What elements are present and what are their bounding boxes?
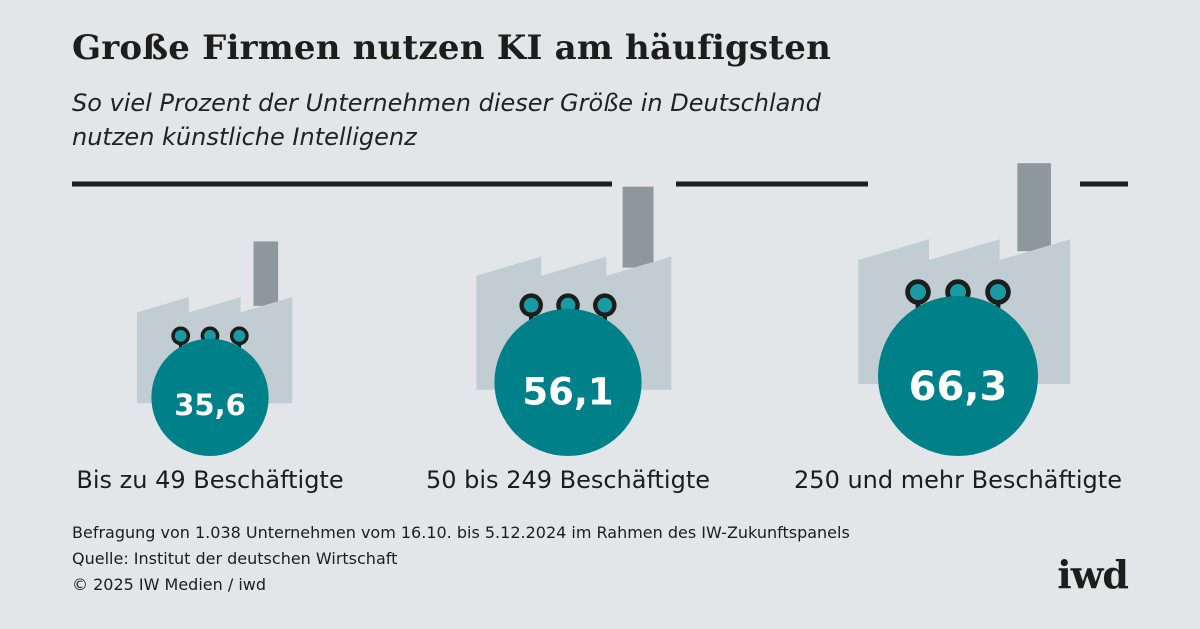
circuit-node-icon bbox=[519, 293, 543, 317]
factory-group: 56,1 bbox=[476, 186, 672, 456]
category-label: 50 bis 249 Beschäftigte bbox=[426, 466, 710, 494]
factory-group: 66,3 bbox=[858, 163, 1071, 456]
value-circle bbox=[151, 338, 269, 456]
iwd-logo: iwd bbox=[1057, 552, 1129, 597]
copyright-note: © 2025 IW Medien / iwd bbox=[72, 575, 266, 594]
circuit-node-icon bbox=[229, 326, 249, 346]
survey-note: Befragung von 1.038 Unternehmen vom 16.1… bbox=[72, 523, 850, 542]
value-label: 56,1 bbox=[522, 371, 613, 414]
circuit-node-icon bbox=[593, 293, 617, 317]
value-label: 66,3 bbox=[909, 364, 1008, 410]
circuit-node-icon bbox=[905, 279, 931, 305]
chimney-icon bbox=[622, 186, 654, 268]
chart-title: Große Firmen nutzen KI am häufigsten bbox=[72, 28, 832, 68]
value-circle bbox=[878, 296, 1038, 456]
chimney-icon bbox=[253, 241, 279, 306]
subtitle-line-2: nutzen künstliche Intelligenz bbox=[72, 123, 417, 151]
factory-group: 35,6 bbox=[136, 241, 293, 456]
value-label: 35,6 bbox=[174, 388, 246, 422]
value-circle bbox=[494, 308, 642, 456]
category-label: Bis zu 49 Beschäftigte bbox=[76, 466, 343, 494]
circuit-node-icon bbox=[985, 279, 1011, 305]
subtitle-line-1: So viel Prozent der Unternehmen dieser G… bbox=[72, 89, 821, 117]
source-note: Quelle: Institut der deutschen Wirtschaf… bbox=[72, 549, 398, 568]
category-label: 250 und mehr Beschäftigte bbox=[794, 466, 1122, 494]
chimney-icon bbox=[1017, 163, 1051, 252]
footnote-block: Befragung von 1.038 Unternehmen vom 16.1… bbox=[72, 520, 850, 598]
chart-subtitle: So viel Prozent der Unternehmen dieser G… bbox=[72, 86, 932, 154]
circuit-node-icon bbox=[171, 326, 191, 346]
